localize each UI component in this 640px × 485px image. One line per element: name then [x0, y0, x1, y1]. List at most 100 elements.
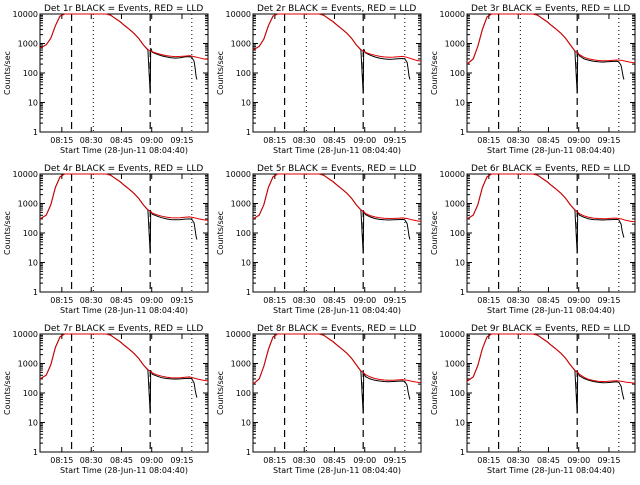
- x-tick-label: 08:45: [110, 456, 133, 465]
- plot-frame: [252, 13, 422, 133]
- series-line-lld: [466, 173, 636, 223]
- y-tick-label: 1000: [231, 360, 251, 369]
- x-axis-label: Start Time (28-Jun-11 08:04:40): [487, 466, 615, 475]
- y-tick-label: 10: [28, 99, 38, 108]
- x-tick-label: 09:00: [353, 136, 376, 145]
- y-tick-label: 100: [236, 69, 251, 78]
- y-axis-label: Counts/sec: [430, 51, 439, 95]
- series-line-lld: [39, 333, 209, 382]
- x-tick-label: 08:30: [293, 136, 316, 145]
- y-tick-label: 100: [23, 229, 38, 238]
- y-tick-label: 10: [455, 259, 465, 268]
- x-tick-label: 08:15: [263, 136, 286, 145]
- x-tick-label: 08:30: [507, 136, 530, 145]
- y-tick-label: 1: [246, 448, 251, 457]
- x-axis-label: Start Time (28-Jun-11 08:04:40): [487, 306, 615, 315]
- x-tick-label: 08:15: [477, 296, 500, 305]
- y-tick-label: 10000: [440, 330, 465, 339]
- x-tick-label: 08:30: [80, 136, 103, 145]
- series-line-lld: [466, 333, 636, 384]
- y-tick-label: 100: [23, 389, 38, 398]
- x-tick-label: 09:00: [140, 296, 163, 305]
- x-tick-label: 09:00: [140, 136, 163, 145]
- x-tick-label: 08:45: [323, 456, 346, 465]
- panel-title: Det 4r BLACK = Events, RED = LLD: [44, 164, 203, 174]
- y-tick-label: 10: [241, 419, 251, 428]
- y-tick-label: 100: [450, 69, 465, 78]
- x-tick-label: 09:15: [383, 136, 406, 145]
- x-tick-label: 09:15: [597, 296, 620, 305]
- x-tick-label: 09:15: [170, 136, 193, 145]
- y-axis-label: Counts/sec: [3, 51, 12, 95]
- y-axis-label: Counts/sec: [430, 371, 439, 415]
- y-axis-label: Counts/sec: [3, 371, 12, 415]
- series-line-lld: [466, 13, 636, 65]
- x-tick-label: 08:45: [110, 136, 133, 145]
- y-tick-label: 10000: [440, 10, 465, 19]
- plot-frame: [252, 333, 422, 453]
- y-tick-label: 10: [241, 99, 251, 108]
- x-tick-label: 08:15: [50, 136, 73, 145]
- x-tick-label: 09:00: [140, 456, 163, 465]
- y-axis-label: Counts/sec: [3, 211, 12, 255]
- plot-frame: [252, 173, 422, 293]
- plot-frame: [466, 333, 636, 453]
- x-tick-label: 09:00: [567, 136, 590, 145]
- panel-title: Det 1r BLACK = Events, RED = LLD: [44, 4, 203, 14]
- y-tick-label: 10: [28, 259, 38, 268]
- x-tick-label: 08:45: [537, 136, 560, 145]
- x-axis-label: Start Time (28-Jun-11 08:04:40): [60, 466, 188, 475]
- panel-det-1: Det 1r BLACK = Events, RED = LLD 1 10 100 10…: [3, 4, 209, 155]
- x-tick-label: 08:30: [293, 456, 316, 465]
- x-tick-label: 09:15: [383, 456, 406, 465]
- series-line-lld: [252, 173, 422, 222]
- y-tick-label: 100: [450, 389, 465, 398]
- y-tick-label: 1000: [231, 40, 251, 49]
- x-tick-label: 08:15: [263, 456, 286, 465]
- x-tick-label: 08:45: [537, 296, 560, 305]
- series-line-events: [466, 333, 625, 414]
- x-tick-label: 08:45: [323, 296, 346, 305]
- x-tick-label: 08:45: [537, 456, 560, 465]
- x-axis-label: Start Time (28-Jun-11 08:04:40): [273, 146, 401, 155]
- x-tick-label: 08:15: [50, 296, 73, 305]
- x-tick-label: 08:30: [80, 296, 103, 305]
- y-tick-label: 1: [33, 288, 38, 297]
- y-tick-label: 100: [236, 389, 251, 398]
- x-tick-label: 09:15: [170, 296, 193, 305]
- x-tick-label: 09:00: [353, 296, 376, 305]
- y-tick-label: 1000: [445, 40, 465, 49]
- series-line-events: [39, 333, 198, 414]
- series-line-events: [466, 173, 625, 254]
- series-line-events: [39, 13, 198, 94]
- panel-title: Det 9r BLACK = Events, RED = LLD: [471, 324, 630, 334]
- y-tick-label: 10000: [226, 330, 251, 339]
- y-tick-label: 10000: [440, 170, 465, 179]
- series-line-events: [252, 13, 411, 94]
- y-tick-label: 1: [33, 448, 38, 457]
- panel-det-3: Det 3r BLACK = Events, RED = LLD 1 10 100 10…: [430, 4, 636, 155]
- y-tick-label: 10000: [226, 10, 251, 19]
- x-tick-label: 08:30: [293, 296, 316, 305]
- y-axis-label: Counts/sec: [216, 51, 225, 95]
- series-line-lld: [39, 173, 209, 221]
- x-tick-label: 08:30: [507, 456, 530, 465]
- y-tick-label: 1: [460, 128, 465, 137]
- y-tick-label: 1000: [231, 200, 251, 209]
- x-axis-label: Start Time (28-Jun-11 08:04:40): [273, 466, 401, 475]
- panel-title: Det 2r BLACK = Events, RED = LLD: [257, 4, 416, 14]
- x-tick-label: 09:00: [567, 456, 590, 465]
- y-tick-label: 10000: [13, 170, 38, 179]
- y-axis-label: Counts/sec: [216, 211, 225, 255]
- plot-frame: [39, 333, 209, 453]
- y-axis-label: Counts/sec: [216, 371, 225, 415]
- x-tick-label: 09:00: [567, 296, 590, 305]
- y-tick-label: 1000: [18, 40, 38, 49]
- x-tick-label: 09:15: [170, 456, 193, 465]
- panel-det-6: Det 6r BLACK = Events, RED = LLD 1 10 100 10…: [430, 164, 636, 315]
- y-tick-label: 1000: [445, 360, 465, 369]
- plot-frame: [466, 13, 636, 133]
- panel-title: Det 7r BLACK = Events, RED = LLD: [44, 324, 203, 334]
- y-tick-label: 100: [450, 229, 465, 238]
